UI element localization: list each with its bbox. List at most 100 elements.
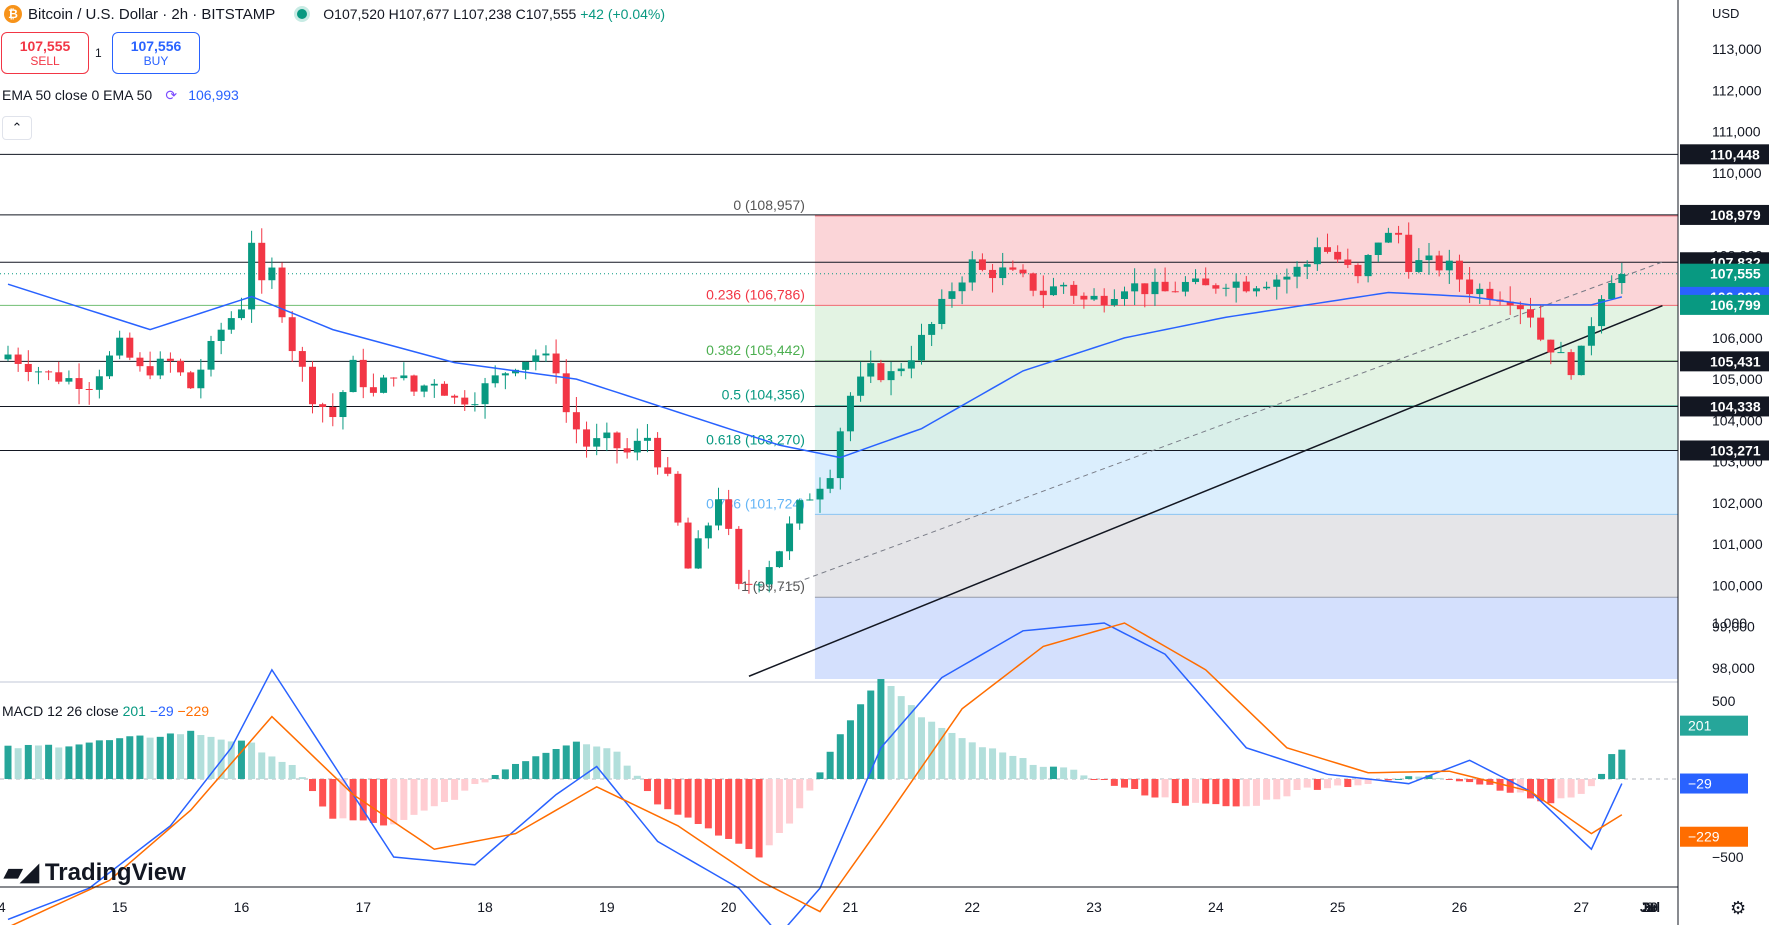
- macd-hist-bar: [999, 752, 1007, 779]
- macd-hist-bar: [542, 752, 550, 779]
- macd-hist-bar: [562, 745, 570, 779]
- candle-body: [156, 358, 164, 376]
- time-tick-label: 25: [1330, 899, 1346, 915]
- time-tick-label: Jul: [1640, 899, 1660, 915]
- candle-body: [106, 355, 113, 377]
- macd-hist-bar: [552, 749, 560, 779]
- buy-label: BUY: [143, 54, 169, 68]
- candle-body: [1212, 285, 1220, 289]
- candle-body: [1141, 283, 1149, 295]
- macd-hist-bar: [1141, 779, 1149, 796]
- candle-body: [978, 259, 986, 270]
- macd-hist-bar: [1110, 779, 1118, 786]
- macd-hist-bar: [136, 735, 144, 779]
- refresh-icon[interactable]: ⟳: [165, 86, 178, 103]
- level-badge-label: 105,431: [1710, 353, 1761, 369]
- macd-hist-bar: [846, 720, 854, 779]
- candle-body: [816, 488, 824, 500]
- candle-body: [95, 376, 103, 390]
- candle-body: [1070, 284, 1078, 296]
- macd-hist-bar: [248, 742, 256, 779]
- candle-body: [227, 318, 235, 330]
- currency-selector[interactable]: USD: [1712, 6, 1740, 21]
- macd-hist-bar: [1029, 764, 1037, 779]
- candle-body: [1313, 247, 1321, 265]
- candle-body: [918, 334, 925, 361]
- tradingview-logo[interactable]: ▰◢ TradingView: [4, 858, 186, 887]
- macd-hist-bar: [522, 761, 530, 779]
- candle-body: [593, 438, 601, 447]
- macd-hist-bar: [1445, 779, 1453, 780]
- macd-hist-bar: [1344, 779, 1352, 788]
- candle-body: [806, 499, 814, 501]
- macd-hist-bar: [1384, 779, 1392, 781]
- candles: [4, 222, 1626, 594]
- time-tick-label: 27: [1573, 899, 1589, 915]
- macd-legend[interactable]: MACD 12 26 close 201 −29 −229: [2, 703, 209, 719]
- level-badge-label: 103,271: [1710, 442, 1761, 458]
- macd-hist-bar: [643, 779, 651, 792]
- candle-body: [1608, 283, 1616, 300]
- macd-hist-bar: [1192, 779, 1200, 803]
- candle-body: [1577, 345, 1585, 376]
- candle-body: [725, 499, 733, 529]
- order-quantity[interactable]: 1: [95, 46, 102, 60]
- price-tick-label: 99,000: [1712, 619, 1755, 635]
- collapse-legend-button[interactable]: ⌃: [2, 116, 32, 140]
- macd-hist-bar: [400, 779, 408, 820]
- candle-body: [258, 242, 266, 281]
- candle-body: [1303, 264, 1311, 267]
- candle-body: [126, 337, 134, 358]
- macd-hist-bar: [938, 727, 946, 779]
- macd-hist-bar: [1364, 779, 1372, 785]
- candle-body: [369, 387, 377, 393]
- macd-hist-bar: [1354, 779, 1362, 786]
- macd-hist-bar: [1171, 779, 1179, 804]
- buy-button[interactable]: 107,556 BUY: [112, 32, 200, 74]
- macd-hist-bar: [1527, 779, 1534, 799]
- macd-hist-bar: [156, 736, 164, 779]
- candle-body: [24, 363, 32, 372]
- candle-body: [1537, 317, 1545, 340]
- candle-body: [643, 437, 651, 441]
- candle-body: [166, 358, 174, 361]
- macd-hist-bar: [1425, 775, 1433, 779]
- macd-hist-bar: [715, 779, 722, 836]
- candle-body: [765, 567, 773, 585]
- ema-legend[interactable]: EMA 50 close 0 EMA 50 ⟳ 106,993: [2, 86, 239, 104]
- candle-body: [1374, 242, 1382, 256]
- macd-hist-bar: [816, 772, 824, 779]
- candle-body: [1100, 295, 1108, 306]
- macd-hist-bar: [704, 779, 712, 829]
- candle-body: [471, 404, 479, 406]
- sell-button[interactable]: 107,555 SELL: [1, 32, 89, 74]
- macd-hist-bar: [359, 779, 367, 821]
- candle-body: [1131, 283, 1139, 292]
- candle-body: [928, 324, 936, 335]
- candle-body: [1151, 281, 1159, 295]
- level-badge-label: 108,979: [1710, 207, 1761, 223]
- macd-hist-bar: [65, 746, 73, 779]
- macd-hist-bar: [867, 690, 875, 779]
- chart-header: ₿ Bitcoin / U.S. Dollar · 2h · BITSTAMP …: [0, 0, 665, 28]
- settings-icon[interactable]: ⚙: [1730, 898, 1747, 918]
- macd-hist-bar: [512, 763, 519, 779]
- ema-label: EMA 50 close 0 EMA 50: [2, 87, 153, 103]
- candle-body: [1587, 326, 1595, 346]
- candle-body: [552, 353, 560, 374]
- macd-hist-bar: [1181, 779, 1189, 806]
- candle-body: [400, 375, 408, 379]
- symbol-title[interactable]: Bitcoin / U.S. Dollar · 2h · BITSTAMP: [28, 5, 276, 23]
- macd-hist-bar: [177, 734, 185, 779]
- candle-body: [1060, 284, 1068, 287]
- macd-hist-bar: [1537, 779, 1545, 802]
- candle-body: [623, 448, 631, 453]
- price-tick-label: 102,000: [1712, 495, 1763, 511]
- macd-hist-bar: [786, 779, 794, 824]
- level-badge-label: 110,448: [1710, 146, 1760, 162]
- macd-hist-bar: [572, 741, 580, 779]
- macd-hist-bar: [674, 779, 682, 815]
- candle-body: [1506, 301, 1514, 306]
- candle-body: [1202, 278, 1210, 286]
